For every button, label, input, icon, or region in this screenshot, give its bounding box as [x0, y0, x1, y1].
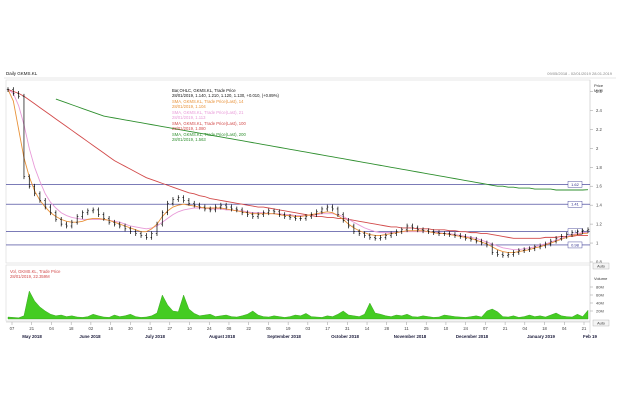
price-panel: [5, 79, 591, 264]
date-tick-label: 31: [345, 326, 350, 331]
date-tick-label: 21: [582, 326, 587, 331]
price-tick-label: 2.2: [596, 127, 602, 132]
volume-tick-label: 20M: [596, 309, 604, 314]
date-tick-label: 21: [503, 326, 508, 331]
date-tick-label: 19: [286, 326, 291, 331]
volume-area-shape: [7, 290, 589, 320]
date-tick-label: 04: [522, 326, 527, 331]
month-label: December 2018: [456, 334, 489, 339]
month-label: June 2018: [79, 334, 101, 339]
volume-area: [7, 290, 589, 320]
sma50-line: [7, 89, 589, 251]
price-header: Price: [594, 83, 604, 88]
date-tick-label: 14: [365, 326, 370, 331]
hline-label-box: [567, 201, 583, 208]
auto-scale-button-price[interactable]: [592, 262, 610, 270]
hline-label-box: [567, 181, 583, 188]
date-tick-label: 13: [148, 326, 153, 331]
date-tick-label: 30: [128, 326, 133, 331]
legend-sma50-value: 28/01/2019, 1.113: [172, 115, 206, 120]
legend-bar-values: 28/01/2019, 1.140, 1.210, 1.120, 1.130, …: [172, 93, 279, 98]
legend-vol-value: 28/01/2019, 22.359M: [10, 274, 50, 279]
date-axis: 07 21 04 18 02 16 30 13 27 10 24 08 22 05 19 03 17 31 14 28…: [6, 321, 598, 339]
date-range: 09/05/2018 - 02/01/2019 28.01.2019: [547, 71, 613, 76]
legend-sma50-title: SMA, GKMS.KL, Trade Price(Last), 21: [172, 110, 244, 115]
price-tick-label: 1.8: [596, 165, 602, 170]
date-tick-label: 05: [266, 326, 271, 331]
date-tick-label: 04: [49, 326, 54, 331]
volume-tick-label: 40M: [596, 301, 604, 306]
volume-axis: 80M 60M 40M 20M: [590, 285, 604, 314]
price-unit: MYR: [594, 88, 603, 93]
month-label: Feb 19: [583, 334, 597, 339]
price-legend: Bar,OHLC, GKMS.KL, Trade Price 28/01/201…: [172, 88, 279, 142]
volume-header: Volume: [594, 276, 608, 281]
price-tick-label: 0.8: [596, 260, 602, 265]
date-tick-label: 24: [207, 326, 212, 331]
month-label: July 2018: [145, 334, 165, 339]
month-label: October 2018: [331, 334, 359, 339]
date-tick-label: 07: [10, 326, 15, 331]
date-tick-label: 10: [187, 326, 192, 331]
hline-label-box: [567, 241, 583, 249]
price-tick-label: 1.4: [596, 203, 602, 208]
legend-sma14-value: 28/01/2019, 1.104: [172, 104, 206, 109]
hline-label: 1.12: [571, 229, 580, 234]
date-tick-label: 25: [424, 326, 429, 331]
legend-sma200-value: 28/01/2019, 1.563: [172, 137, 206, 142]
chart-title: Daily GKMS.KL: [6, 71, 38, 76]
price-tick-label: 1: [596, 241, 599, 246]
price-tick-label: 1.2: [596, 222, 602, 227]
volume-tick-label: 60M: [596, 293, 604, 298]
date-tick-label: 22: [246, 326, 251, 331]
price-tick-label: 2.6: [596, 89, 602, 94]
date-tick-label: 16: [108, 326, 113, 331]
month-label: September 2018: [267, 334, 301, 339]
date-tick-label: 08: [227, 326, 232, 331]
sma100-line: [7, 89, 588, 239]
price-tick-label: 1.6: [596, 184, 602, 189]
hline-label: 0.98: [571, 242, 580, 247]
date-tick-label: 03: [306, 326, 311, 331]
legend-bar-title: Bar,OHLC, GKMS.KL, Trade Price: [172, 88, 236, 93]
price-tick-label: 2.4: [596, 108, 602, 113]
sma200-line: [55, 98, 589, 191]
date-tick-label: 18: [69, 326, 74, 331]
date-tick-label: 21: [29, 326, 34, 331]
volume-legend: Vol, GKMS.KL, Trade Price 28/01/2019, 22…: [10, 269, 61, 279]
month-label: November 2018: [394, 334, 427, 339]
volume-panel: [5, 264, 591, 322]
date-tick-label: 24: [463, 326, 468, 331]
date-tick-label: 11: [404, 326, 409, 331]
hline-label: 1.62: [571, 182, 580, 187]
date-tick-label: 28: [384, 326, 389, 331]
legend-sma200-title: SMA, GKMS.KL, Trade Price(Last), 200: [172, 132, 246, 137]
legend-sma100-title: SMA, GKMS.KL, Trade Price(Last), 100: [172, 121, 246, 126]
date-tick-label: 04: [562, 326, 567, 331]
hline-label: 1.41: [571, 202, 580, 207]
sma14-line: [7, 89, 589, 253]
month-label: May 2018: [22, 334, 42, 339]
month-label: January 2019: [527, 334, 555, 339]
volume-tick-label: 80M: [596, 285, 604, 290]
auto-scale-label-volume: Auto: [597, 322, 605, 326]
date-tick-label: 27: [167, 326, 172, 331]
auto-scale-label-price: Auto: [597, 265, 605, 269]
price-tick-label: 2: [596, 146, 599, 151]
series-group: [7, 89, 589, 253]
date-tick-label: 10: [444, 326, 449, 331]
date-tick-label: 07: [483, 326, 488, 331]
date-tick-label: 17: [325, 326, 330, 331]
horizontal-lines: 1.62 1.41 1.12 0.98: [6, 181, 590, 249]
auto-scale-button-volume[interactable]: [592, 319, 610, 327]
legend-sma14-title: SMA, GKMS.KL, Trade Price(Last), 14: [172, 99, 244, 104]
price-axis: 2.6 2.4 2.2 2 1.8 1.6 1.4 1.2 1 0.8: [590, 89, 602, 265]
price-bars: [6, 87, 590, 258]
date-tick-label: 18: [542, 326, 547, 331]
legend-sma100-value: 28/01/2019, 1.080: [172, 126, 206, 131]
legend-vol-title: Vol, GKMS.KL, Trade Price: [10, 269, 61, 274]
month-label: August 2018: [209, 334, 236, 339]
date-tick-label: 02: [89, 326, 94, 331]
